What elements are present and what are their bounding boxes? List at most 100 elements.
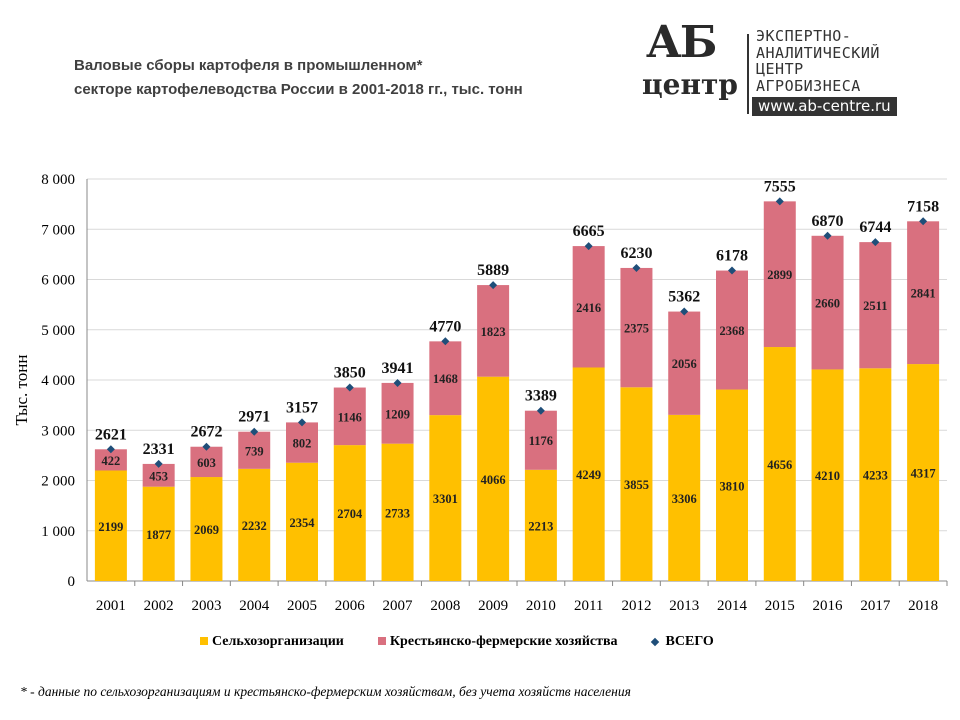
total-marker xyxy=(632,263,641,272)
data-label-agro: 3810 xyxy=(720,479,745,493)
data-label-farms: 2511 xyxy=(863,299,887,313)
logo-line: АНАЛИТИЧЕСКИЙ xyxy=(756,43,880,62)
data-label-total: 2621 xyxy=(95,426,127,443)
bar-agro xyxy=(620,387,653,581)
x-tick-label: 2002 xyxy=(144,598,174,614)
total-marker xyxy=(728,266,736,275)
x-tick-label: 2009 xyxy=(478,598,508,614)
bar-agro xyxy=(668,414,701,581)
legend-label: Крестьянско-фермерские хозяйства xyxy=(389,634,618,649)
data-label-total: 5889 xyxy=(477,262,509,279)
chart-title: Валовые сборы картофеля в промышленном* … xyxy=(74,54,523,102)
data-label-total: 2672 xyxy=(190,424,222,441)
data-label-agro: 4249 xyxy=(576,468,601,482)
bar-agro xyxy=(94,470,127,581)
data-label-agro: 2213 xyxy=(528,519,553,533)
data-label-agro: 4210 xyxy=(815,469,840,483)
bar-agro xyxy=(333,445,366,581)
x-tick-label: 2004 xyxy=(239,598,270,614)
y-tick-label: 0 xyxy=(68,574,76,590)
bar-farms xyxy=(333,387,366,446)
legend: Сельхозорганизации Крестьянско-фермерски… xyxy=(200,634,714,650)
total-marker xyxy=(106,445,115,454)
bar-farms xyxy=(907,221,940,365)
legend-item-total: ВСЕГО xyxy=(650,634,714,650)
x-tick-label: 2006 xyxy=(335,598,366,614)
logo-line: ЦЕНТР xyxy=(756,60,804,78)
x-tick-label: 2015 xyxy=(765,598,795,614)
logo-divider xyxy=(747,34,749,114)
x-tick-label: 2008 xyxy=(430,598,460,614)
data-label-total: 7555 xyxy=(764,178,796,195)
y-axis-label: Тыс. тонн xyxy=(12,355,31,426)
data-label-farms: 2056 xyxy=(672,357,697,371)
data-label-farms: 422 xyxy=(102,454,121,468)
bar-farms xyxy=(763,201,796,348)
total-marker xyxy=(441,337,450,346)
data-label-total: 3941 xyxy=(382,360,414,377)
data-label-total: 6870 xyxy=(812,213,844,230)
total-marker xyxy=(680,307,689,316)
bar-agro xyxy=(190,477,223,581)
bar-farms xyxy=(286,422,318,463)
x-tick-label: 2016 xyxy=(813,598,844,614)
bar-farms xyxy=(572,246,605,368)
data-label-total: 6178 xyxy=(716,248,748,265)
bar-agro xyxy=(524,469,557,581)
data-label-agro: 2199 xyxy=(98,520,123,534)
total-marker xyxy=(202,442,211,451)
logo-text: ЭКСПЕРТНО- АНАЛИТИЧЕСКИЙ ЦЕНТР АГРОБИЗНЕ… xyxy=(756,28,880,94)
data-label-total: 5362 xyxy=(668,289,700,306)
y-tick-label: 4 000 xyxy=(41,373,75,389)
total-marker xyxy=(154,459,163,468)
legend-diamond-icon xyxy=(650,637,659,647)
x-tick-label: 2012 xyxy=(621,598,651,614)
total-marker xyxy=(823,231,832,240)
data-label-farms: 1823 xyxy=(481,325,506,339)
ab-centre-logo: АБ центр ЭКСПЕРТНО- АНАЛИТИЧЕСКИЙ ЦЕНТР … xyxy=(640,20,940,120)
data-label-agro: 3306 xyxy=(672,492,697,506)
y-tick-label: 5 000 xyxy=(41,323,75,339)
total-marker xyxy=(489,281,498,290)
bar-agro xyxy=(477,376,510,581)
x-tick-label: 2018 xyxy=(908,598,938,614)
x-tick-label: 2013 xyxy=(669,598,699,614)
data-label-farms: 1468 xyxy=(433,372,458,386)
data-label-farms: 603 xyxy=(197,456,216,470)
total-marker xyxy=(345,383,354,392)
data-label-total: 3389 xyxy=(525,388,557,405)
bar-agro xyxy=(381,443,414,581)
data-label-agro: 2354 xyxy=(290,516,316,530)
y-tick-label: 1 000 xyxy=(41,524,75,540)
data-label-total: 3157 xyxy=(286,399,318,416)
x-tick-label: 2014 xyxy=(717,598,748,614)
data-label-agro: 4066 xyxy=(481,473,506,487)
bar-agro xyxy=(286,462,318,581)
total-marker xyxy=(250,427,259,436)
x-tick-label: 2007 xyxy=(383,598,414,614)
data-label-agro: 2232 xyxy=(242,519,267,533)
data-label-agro: 3301 xyxy=(433,492,458,506)
data-label-farms: 1209 xyxy=(385,407,410,421)
logo-line: АГРОБИЗНЕСА xyxy=(756,76,861,95)
title-line-1: Валовые сборы картофеля в промышленном* xyxy=(74,57,423,74)
data-label-farms: 2841 xyxy=(911,287,936,301)
total-marker xyxy=(775,197,784,206)
x-tick-label: 2017 xyxy=(860,598,891,614)
y-tick-label: 8 000 xyxy=(41,172,75,188)
bar-agro xyxy=(572,367,605,581)
bar-agro xyxy=(142,486,175,581)
legend-swatch xyxy=(377,637,386,645)
logo-centr: центр xyxy=(642,68,738,101)
bar-agro xyxy=(763,347,796,581)
bar-farms xyxy=(238,431,271,469)
bar-agro xyxy=(429,415,462,581)
bar-agro xyxy=(716,389,748,581)
data-label-farms: 2660 xyxy=(815,297,840,311)
total-marker xyxy=(871,238,880,247)
bar-farms xyxy=(477,285,510,377)
footnote: * - данные по сельхозорганизациям и крес… xyxy=(20,684,631,699)
total-marker xyxy=(584,242,593,251)
x-tick-label: 2003 xyxy=(191,598,221,614)
